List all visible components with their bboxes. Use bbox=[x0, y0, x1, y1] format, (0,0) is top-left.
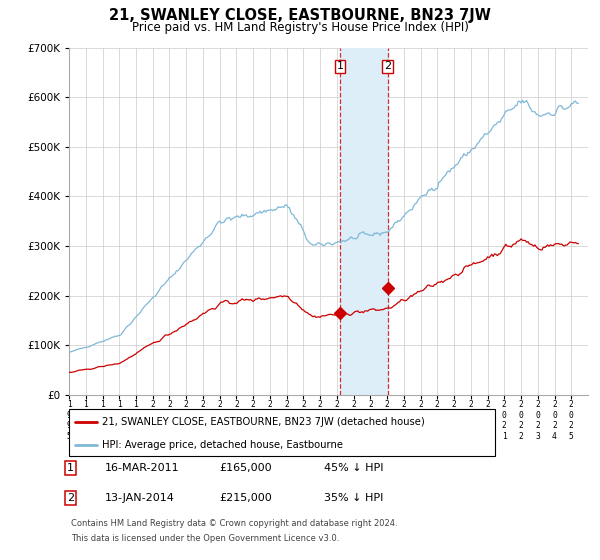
Text: 13-JAN-2014: 13-JAN-2014 bbox=[105, 493, 175, 503]
Text: 35% ↓ HPI: 35% ↓ HPI bbox=[324, 493, 383, 503]
Text: 1: 1 bbox=[337, 62, 344, 72]
Text: 21, SWANLEY CLOSE, EASTBOURNE, BN23 7JW (detached house): 21, SWANLEY CLOSE, EASTBOURNE, BN23 7JW … bbox=[102, 417, 425, 427]
Text: 2: 2 bbox=[67, 493, 74, 503]
Text: £165,000: £165,000 bbox=[219, 463, 272, 473]
Bar bbox=[340, 48, 388, 395]
Text: HPI: Average price, detached house, Eastbourne: HPI: Average price, detached house, East… bbox=[102, 440, 343, 450]
Text: 2: 2 bbox=[384, 62, 391, 72]
Text: 21, SWANLEY CLOSE, EASTBOURNE, BN23 7JW: 21, SWANLEY CLOSE, EASTBOURNE, BN23 7JW bbox=[109, 8, 491, 24]
Text: Price paid vs. HM Land Registry's House Price Index (HPI): Price paid vs. HM Land Registry's House … bbox=[131, 21, 469, 34]
Text: 16-MAR-2011: 16-MAR-2011 bbox=[105, 463, 179, 473]
Text: This data is licensed under the Open Government Licence v3.0.: This data is licensed under the Open Gov… bbox=[71, 534, 339, 543]
Text: £215,000: £215,000 bbox=[219, 493, 272, 503]
Text: 45% ↓ HPI: 45% ↓ HPI bbox=[324, 463, 383, 473]
Text: 1: 1 bbox=[67, 463, 74, 473]
Text: Contains HM Land Registry data © Crown copyright and database right 2024.: Contains HM Land Registry data © Crown c… bbox=[71, 519, 397, 528]
